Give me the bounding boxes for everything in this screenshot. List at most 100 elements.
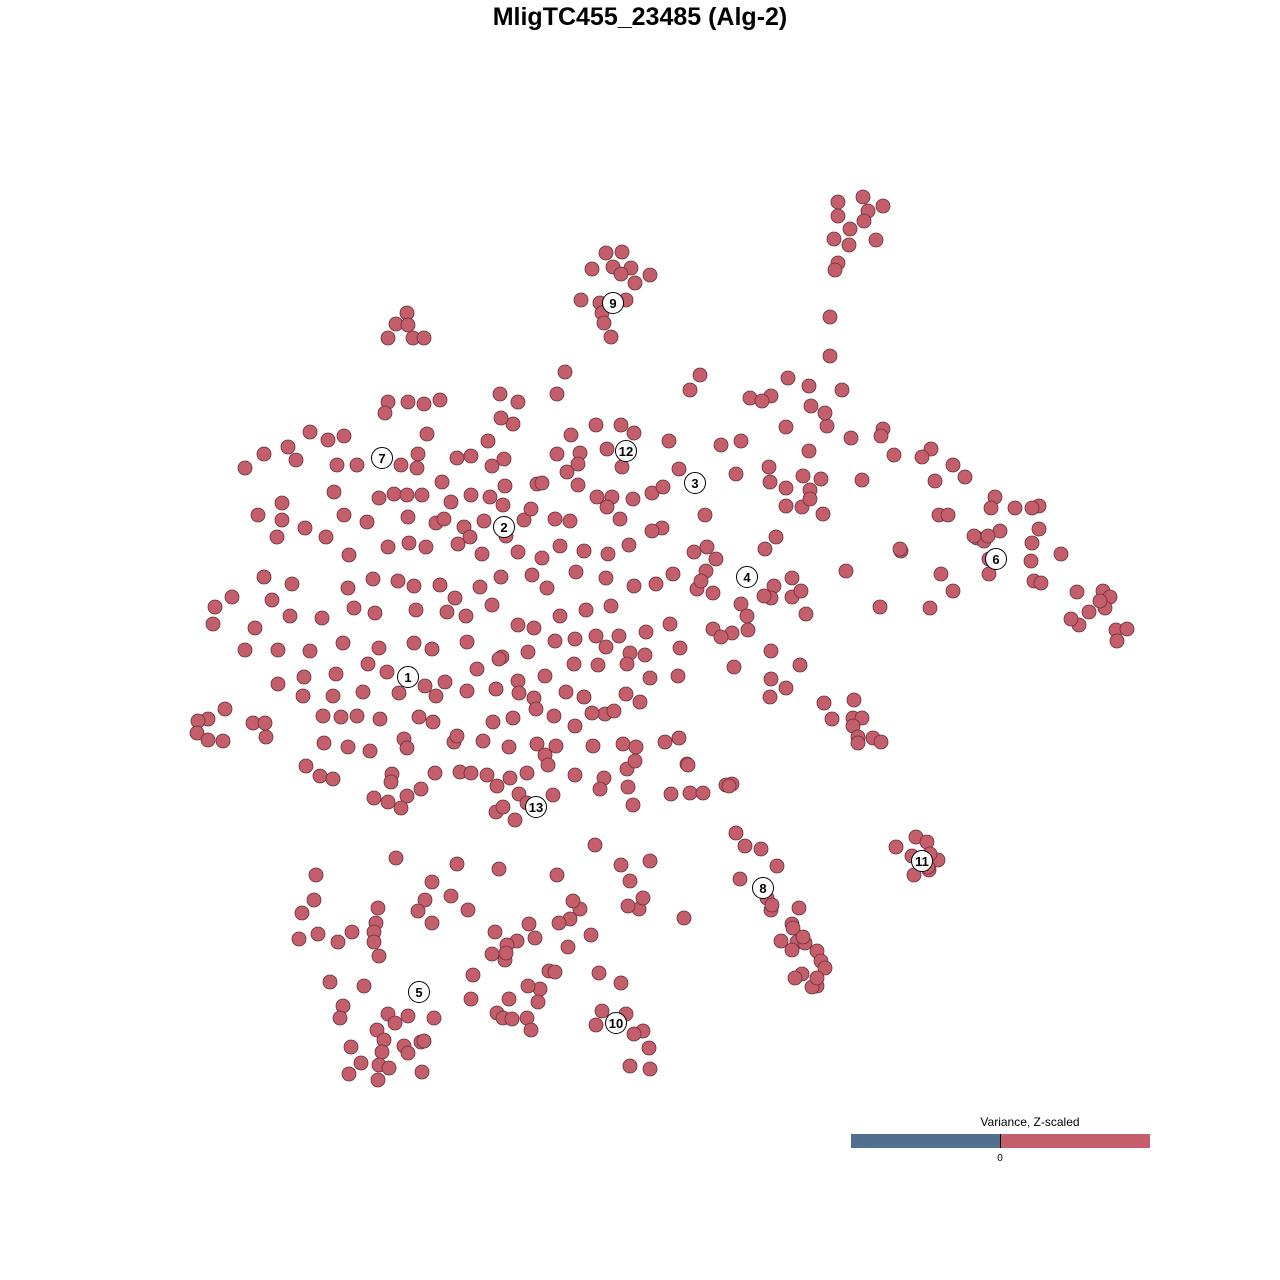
data-point — [257, 715, 273, 731]
cluster-label-text: 9 — [609, 296, 616, 311]
data-point — [336, 507, 352, 523]
data-point — [505, 710, 521, 726]
data-point — [596, 315, 612, 331]
data-point — [459, 683, 475, 699]
cluster-label-2: 2 — [493, 516, 515, 538]
data-point — [463, 991, 479, 1007]
data-point — [809, 970, 825, 986]
data-point — [416, 330, 432, 346]
data-point — [424, 915, 440, 931]
cluster-label-badge — [493, 516, 515, 538]
cluster-label-text: 4 — [743, 570, 751, 585]
data-point — [411, 709, 427, 725]
data-point — [591, 965, 607, 981]
data-point — [367, 605, 383, 621]
legend-tick-label: 0 — [997, 1153, 1003, 1164]
data-point — [505, 416, 521, 432]
data-point — [762, 474, 778, 490]
data-point — [520, 644, 536, 660]
data-point — [523, 1022, 539, 1038]
data-point — [484, 946, 500, 962]
cluster-label-10: 10 — [605, 1012, 627, 1034]
cluster-label-text: 8 — [759, 881, 766, 896]
data-point — [256, 446, 272, 462]
data-point — [526, 620, 542, 636]
data-point — [592, 781, 608, 797]
data-point — [549, 386, 565, 402]
data-point — [496, 451, 512, 467]
data-point — [798, 606, 814, 622]
cluster-label-text: 5 — [415, 985, 422, 1000]
data-point — [826, 231, 842, 247]
data-point — [511, 685, 527, 701]
data-point — [528, 701, 544, 717]
data-point — [247, 620, 263, 636]
data-point — [732, 871, 748, 887]
data-point — [815, 506, 831, 522]
data-point — [600, 546, 616, 562]
data-point — [692, 367, 708, 383]
data-point — [439, 604, 455, 620]
cluster-label-badge — [911, 850, 933, 872]
data-point — [822, 348, 838, 364]
data-point — [626, 1026, 642, 1042]
data-point — [341, 1066, 357, 1082]
data-point — [886, 447, 902, 463]
data-point — [519, 765, 535, 781]
data-point — [328, 666, 344, 682]
data-point — [842, 221, 858, 237]
data-point — [662, 616, 678, 632]
data-point — [498, 945, 514, 961]
data-point — [416, 1033, 432, 1049]
data-point — [472, 579, 488, 595]
data-point — [401, 535, 417, 551]
data-point — [1033, 575, 1049, 591]
data-point — [371, 490, 387, 506]
cluster-label-badge — [371, 447, 393, 469]
data-point — [424, 641, 440, 657]
data-point — [488, 681, 504, 697]
legend-colorbar — [851, 1134, 1150, 1148]
cluster-label-badge — [397, 666, 419, 688]
data-point — [1031, 521, 1047, 537]
data-point — [627, 753, 643, 769]
data-point — [764, 897, 780, 913]
data-point — [856, 213, 872, 229]
data-point — [527, 930, 543, 946]
data-point — [642, 1061, 658, 1077]
data-point — [570, 477, 586, 493]
data-point — [491, 651, 507, 667]
data-point — [587, 837, 603, 853]
data-point — [534, 475, 550, 491]
data-point — [449, 450, 465, 466]
data-point — [205, 616, 221, 632]
data-point — [792, 657, 808, 673]
data-point — [740, 622, 756, 638]
data-point — [713, 629, 729, 645]
cluster-label-7: 7 — [371, 447, 393, 469]
data-point — [778, 419, 794, 435]
data-point — [418, 539, 434, 555]
data-point — [585, 738, 601, 754]
data-point — [699, 539, 715, 555]
cluster-label-text: 2 — [500, 520, 507, 535]
cluster-label-badge — [605, 1012, 627, 1034]
legend-high-segment — [1000, 1134, 1150, 1148]
data-point — [296, 669, 312, 685]
data-point — [284, 576, 300, 592]
data-point — [237, 642, 253, 658]
data-point — [552, 608, 568, 624]
data-point — [426, 1010, 442, 1026]
data-point — [614, 459, 630, 475]
data-point — [372, 711, 388, 727]
data-point — [642, 853, 658, 869]
data-point — [410, 446, 426, 462]
data-point — [355, 684, 371, 700]
data-point — [424, 874, 440, 890]
data-point — [306, 892, 322, 908]
data-point — [637, 647, 653, 663]
data-point — [400, 394, 416, 410]
data-point — [480, 433, 496, 449]
data-point — [485, 714, 501, 730]
